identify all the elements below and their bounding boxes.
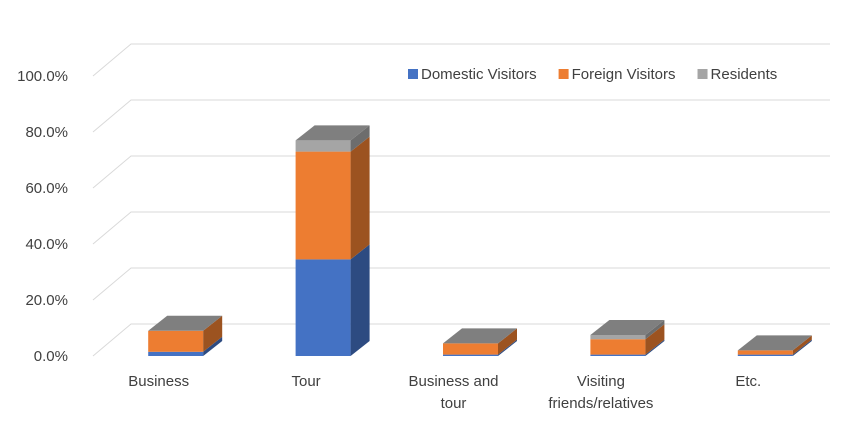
- bar-segment-side: [203, 336, 223, 356]
- gridline: [92, 211, 830, 245]
- bar-segment-side: [498, 328, 517, 355]
- y-tick-label: 60.0%: [25, 180, 68, 197]
- y-axis-ticks: 0.0% 20.0% 40.0% 60.0% 80.0% 100.0%: [17, 68, 68, 365]
- bars: [148, 125, 812, 356]
- bar-segment-residents: [590, 335, 646, 340]
- gridlines: [92, 43, 830, 357]
- bar-segment-side: [645, 339, 665, 356]
- bar-segment-foreign-visitors: [148, 330, 204, 352]
- bar-top-face: [295, 125, 370, 141]
- gridline: [92, 155, 830, 189]
- legend: Domestic Visitors Foreign Visitors Residen…: [408, 66, 777, 83]
- bar-top-face: [443, 328, 517, 344]
- x-category-label: Tour: [292, 373, 321, 390]
- bar-segment-side: [350, 136, 370, 260]
- bar-segment-foreign-visitors: [443, 343, 498, 355]
- legend-swatch: [697, 69, 708, 79]
- bar-segment-side: [645, 320, 665, 340]
- bar-top-face: [148, 315, 223, 331]
- y-tick-label: 20.0%: [25, 292, 68, 309]
- bar-segment-domestic-visitors: [148, 351, 204, 356]
- gridline: [92, 99, 830, 133]
- bar-segment-domestic-visitors: [737, 354, 793, 356]
- bar-segment-side: [498, 339, 517, 356]
- y-tick-label: 100.0%: [17, 68, 68, 85]
- x-category-label: Visiting friends/relatives: [548, 373, 653, 412]
- bar-segment-residents: [295, 140, 351, 152]
- bar-top-face: [590, 320, 665, 335]
- bar-segment-domestic-visitors: [295, 259, 351, 356]
- legend-swatch: [558, 69, 569, 79]
- y-tick-label: 0.0%: [34, 348, 68, 365]
- legend-label: Residents: [711, 66, 778, 83]
- bar-segment-side: [350, 244, 370, 356]
- bar-segment-foreign-visitors: [590, 339, 646, 355]
- gridline: [92, 43, 830, 77]
- bar-segment-foreign-visitors: [295, 151, 351, 260]
- y-tick-label: 80.0%: [25, 124, 68, 141]
- bar-segment-side: [792, 339, 812, 356]
- bar-segment-side: [350, 125, 370, 152]
- y-tick-label: 40.0%: [25, 236, 68, 253]
- bar-segment-domestic-visitors: [590, 354, 646, 356]
- gridline: [92, 267, 830, 301]
- bar-segment-side: [645, 324, 665, 355]
- x-category-label: Business and tour: [408, 373, 498, 412]
- x-category-label: Business: [128, 373, 189, 390]
- bar-segment-side: [792, 335, 812, 355]
- x-category-label: Etc.: [735, 373, 761, 390]
- x-axis-categories: Business Tour Business and tour Visiting frie…: [128, 373, 761, 412]
- bar-segment-side: [203, 315, 223, 352]
- bar-top-face: [737, 335, 812, 351]
- legend-swatch: [408, 69, 418, 79]
- bar-segment-domestic-visitors: [443, 354, 498, 356]
- gridline: [92, 323, 830, 357]
- legend-label: Foreign Visitors: [572, 66, 676, 83]
- legend-label: Domestic Visitors: [421, 66, 537, 83]
- bar-segment-foreign-visitors: [737, 350, 793, 355]
